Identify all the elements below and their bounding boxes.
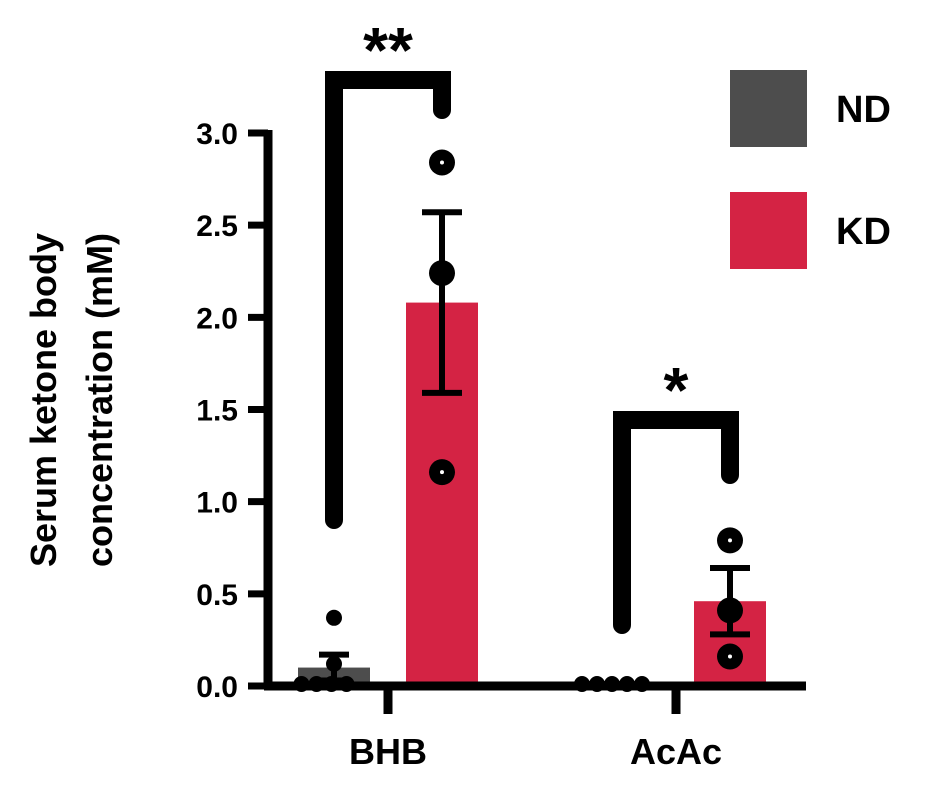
y-axis-title-line-2: concentration (mM): [79, 233, 120, 567]
significance-bracket: [613, 411, 739, 634]
legend-label-nd: ND: [836, 89, 891, 131]
legend-swatch-nd: [730, 70, 807, 147]
legend-swatch-kd: [730, 192, 807, 269]
legend-label-kd: KD: [836, 211, 891, 253]
significance-bracket: [325, 71, 451, 529]
x-tick-label: AcAc: [630, 731, 722, 772]
y-tick-label: 2.5: [196, 210, 238, 243]
y-tick-label: 1.0: [196, 487, 238, 520]
data-point-center: [440, 160, 444, 165]
data-point-nd: [619, 676, 635, 692]
data-point-nd: [574, 676, 590, 692]
y-tick-label: 0.0: [196, 671, 238, 704]
data-point-nd: [589, 676, 605, 692]
data-point-center: [728, 654, 732, 659]
y-tick-label: 2.0: [196, 302, 238, 335]
data-point-nd: [293, 676, 310, 692]
y-axis-title-line-1: Serum ketone body: [23, 233, 64, 567]
y-tick-label: 0.5: [196, 579, 238, 612]
data-point-center: [440, 470, 444, 475]
y-tick-label: 3.0: [196, 118, 238, 151]
significance-label: **: [363, 14, 413, 86]
x-tick-label: BHB: [349, 731, 427, 772]
data-point-nd: [604, 676, 620, 692]
data-point-nd: [326, 609, 342, 626]
data-point-nd: [634, 676, 650, 692]
y-axis-title: Serum ketone body concentration (mM): [23, 233, 120, 567]
data-point-center: [728, 538, 732, 543]
y-tick-label: 1.5: [196, 395, 238, 428]
significance-label: *: [664, 354, 689, 426]
